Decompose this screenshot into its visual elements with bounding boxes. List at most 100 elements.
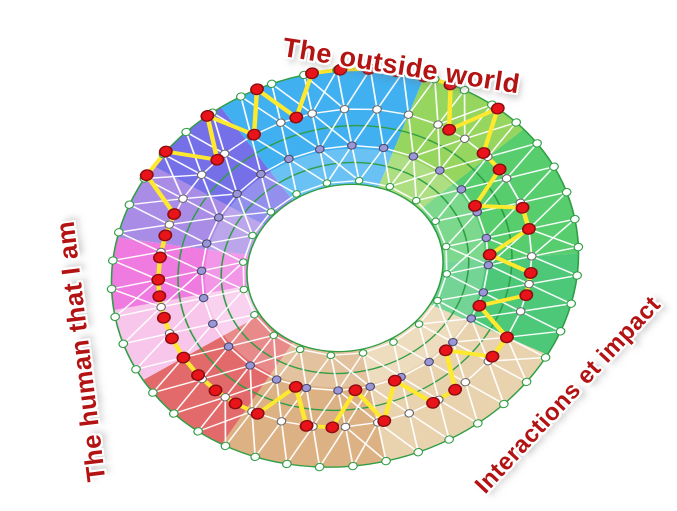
node-outer bbox=[107, 256, 118, 265]
node-outer bbox=[235, 92, 246, 101]
node-lower-mid bbox=[213, 213, 224, 222]
mesh-line bbox=[303, 74, 313, 114]
mesh-line bbox=[260, 173, 272, 213]
mesh-line bbox=[528, 274, 578, 285]
node-outer bbox=[266, 79, 277, 88]
assessment-node bbox=[151, 273, 166, 286]
mesh-line bbox=[487, 142, 538, 158]
assessment-node bbox=[443, 78, 458, 91]
mesh-line bbox=[464, 381, 479, 424]
node-upper-mid bbox=[339, 104, 350, 114]
mesh-line bbox=[326, 145, 353, 184]
node-outer bbox=[429, 74, 440, 84]
mesh-line bbox=[336, 69, 346, 110]
node-upper-mid bbox=[404, 409, 415, 418]
node-lower-mid bbox=[478, 288, 489, 297]
mesh-line bbox=[351, 109, 378, 146]
mesh-line bbox=[182, 323, 214, 358]
mesh-line bbox=[206, 242, 244, 263]
mesh-line bbox=[344, 426, 354, 467]
mesh-line bbox=[169, 216, 219, 226]
mesh-line bbox=[446, 264, 489, 275]
mesh-line bbox=[111, 278, 159, 290]
node-upper-mid bbox=[515, 307, 526, 316]
node-lower-mid bbox=[314, 145, 325, 154]
node-outer bbox=[118, 339, 129, 348]
node-lower-mid bbox=[347, 141, 357, 150]
mesh-line bbox=[123, 332, 170, 345]
mesh-line bbox=[212, 289, 245, 325]
node-inner bbox=[414, 320, 424, 328]
mesh-line bbox=[389, 156, 415, 187]
node-inner bbox=[295, 345, 305, 354]
mesh-line bbox=[344, 386, 371, 428]
mesh-line bbox=[288, 158, 328, 184]
node-outer bbox=[540, 353, 551, 362]
node-inner bbox=[238, 258, 248, 266]
assessment-node bbox=[305, 67, 319, 80]
mesh-line bbox=[224, 365, 251, 398]
mesh-line bbox=[446, 273, 484, 294]
node-inner bbox=[239, 285, 249, 294]
assessment-node bbox=[442, 123, 457, 136]
mesh-line bbox=[506, 166, 555, 180]
assessment-node bbox=[523, 267, 538, 279]
node-upper-mid bbox=[196, 170, 207, 179]
mesh-line bbox=[227, 314, 256, 347]
mesh-line bbox=[377, 422, 387, 462]
node-inner bbox=[266, 208, 276, 216]
node-inner bbox=[358, 349, 368, 357]
node-lower-mid bbox=[424, 357, 434, 367]
node-lower-mid bbox=[284, 154, 294, 164]
node-outer bbox=[381, 456, 391, 466]
node-lower-mid bbox=[408, 152, 419, 161]
mesh-line bbox=[382, 114, 410, 149]
mesh-line bbox=[436, 300, 454, 343]
mesh-line bbox=[362, 352, 402, 378]
mesh-line bbox=[376, 71, 404, 110]
mesh-line bbox=[415, 170, 441, 202]
mesh-line bbox=[434, 189, 463, 222]
mesh-line bbox=[240, 96, 253, 137]
mesh-line bbox=[428, 361, 466, 383]
mesh-line bbox=[407, 114, 415, 157]
mesh-line bbox=[114, 306, 162, 318]
mesh-line bbox=[319, 108, 346, 150]
assessment-node bbox=[492, 163, 507, 176]
node-upper-mid bbox=[307, 109, 318, 118]
assessment-node bbox=[156, 311, 171, 324]
node-inner bbox=[385, 182, 395, 191]
node-upper-mid bbox=[524, 279, 534, 289]
assessment-node bbox=[417, 70, 432, 83]
mesh-line bbox=[160, 297, 204, 308]
node-outer bbox=[124, 200, 135, 209]
assessment-node bbox=[485, 350, 500, 363]
node-lower-mid bbox=[365, 382, 376, 391]
mesh-line bbox=[236, 193, 272, 213]
assessment-node bbox=[476, 147, 491, 159]
mesh-line bbox=[412, 124, 439, 157]
mesh-line bbox=[129, 197, 184, 206]
mesh-line bbox=[200, 174, 220, 218]
assessment-node bbox=[288, 380, 303, 393]
mesh-line bbox=[343, 108, 353, 146]
mesh-line bbox=[169, 297, 205, 334]
node-inner bbox=[431, 217, 440, 225]
mesh-line bbox=[400, 376, 440, 401]
node-lower-mid bbox=[483, 261, 494, 270]
mesh-line bbox=[358, 147, 385, 181]
assessment-node bbox=[482, 248, 497, 261]
mesh-line bbox=[112, 259, 159, 281]
assessment-node bbox=[158, 145, 173, 158]
mesh-line bbox=[437, 103, 493, 126]
assessment-node bbox=[228, 397, 243, 410]
node-outer bbox=[549, 162, 559, 171]
mesh-line bbox=[520, 303, 572, 313]
mesh-line bbox=[464, 381, 505, 405]
node-outer bbox=[314, 462, 325, 472]
assessment-node bbox=[158, 229, 173, 242]
node-outer bbox=[181, 127, 192, 137]
mesh-line bbox=[162, 153, 203, 176]
node-lower-mid bbox=[232, 189, 243, 199]
